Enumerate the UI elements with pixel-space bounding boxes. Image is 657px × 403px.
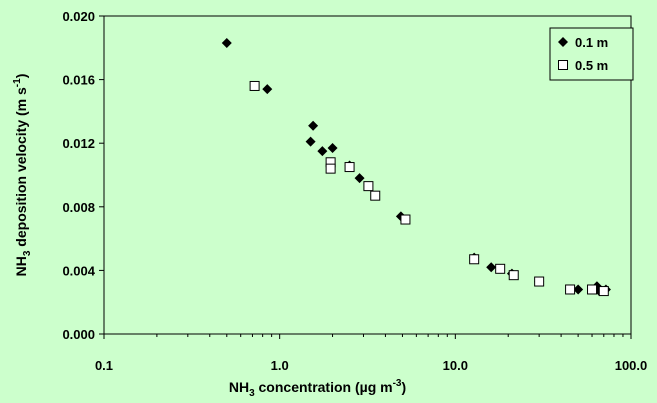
- data-point-series-2: [249, 80, 260, 91]
- x-tick-label: 1.0: [271, 358, 289, 373]
- data-point-series-2: [344, 162, 355, 173]
- y-tick-label: 0.012: [62, 136, 95, 151]
- x-tick-label: 100.0: [615, 358, 648, 373]
- data-point-series-2: [565, 284, 576, 295]
- data-point-series-1: [305, 136, 316, 147]
- plot-area: [103, 15, 632, 335]
- legend-marker-open-square: [558, 60, 568, 70]
- data-point-series-2: [495, 263, 506, 274]
- data-point-series-1: [308, 120, 319, 131]
- y-tick-label: 0.016: [62, 73, 95, 88]
- data-point-series-1: [573, 284, 584, 295]
- legend-label-series-1: 0.1 m: [575, 35, 608, 50]
- x-tick-label: 0.1: [95, 358, 113, 373]
- x-axis-title: NH3 concentration (µg m-3): [229, 378, 406, 399]
- data-point-series-1: [354, 173, 365, 184]
- x-tick-label: 10.0: [443, 358, 468, 373]
- data-point-series-2: [400, 214, 411, 225]
- legend: 0.1 m 0.5 m: [549, 27, 634, 81]
- data-point-series-2: [508, 270, 519, 281]
- data-point-series-2: [370, 190, 381, 201]
- data-point-series-2: [598, 286, 609, 297]
- legend-label-series-2: 0.5 m: [575, 58, 608, 73]
- data-point-series-1: [317, 146, 328, 157]
- data-point-series-2: [587, 284, 598, 295]
- data-point-series-1: [327, 142, 338, 153]
- y-tick-label: 0.004: [62, 263, 95, 278]
- data-point-series-1: [221, 38, 232, 49]
- data-point-series-2: [325, 163, 336, 174]
- data-point-series-1: [486, 262, 497, 273]
- legend-box: [549, 27, 634, 81]
- data-point-series-2: [469, 254, 480, 265]
- data-point-series-2: [534, 276, 545, 287]
- data-point-series-1: [262, 84, 273, 95]
- data-point-series-2: [363, 181, 374, 192]
- y-tick-label: 0.020: [62, 9, 95, 24]
- y-axis-title: NH3 deposition velocity (m s-1): [12, 74, 33, 277]
- legend-marker-filled-diamond: [558, 37, 568, 47]
- y-tick-label: 0.000: [62, 327, 95, 342]
- y-tick-label: 0.008: [62, 200, 95, 215]
